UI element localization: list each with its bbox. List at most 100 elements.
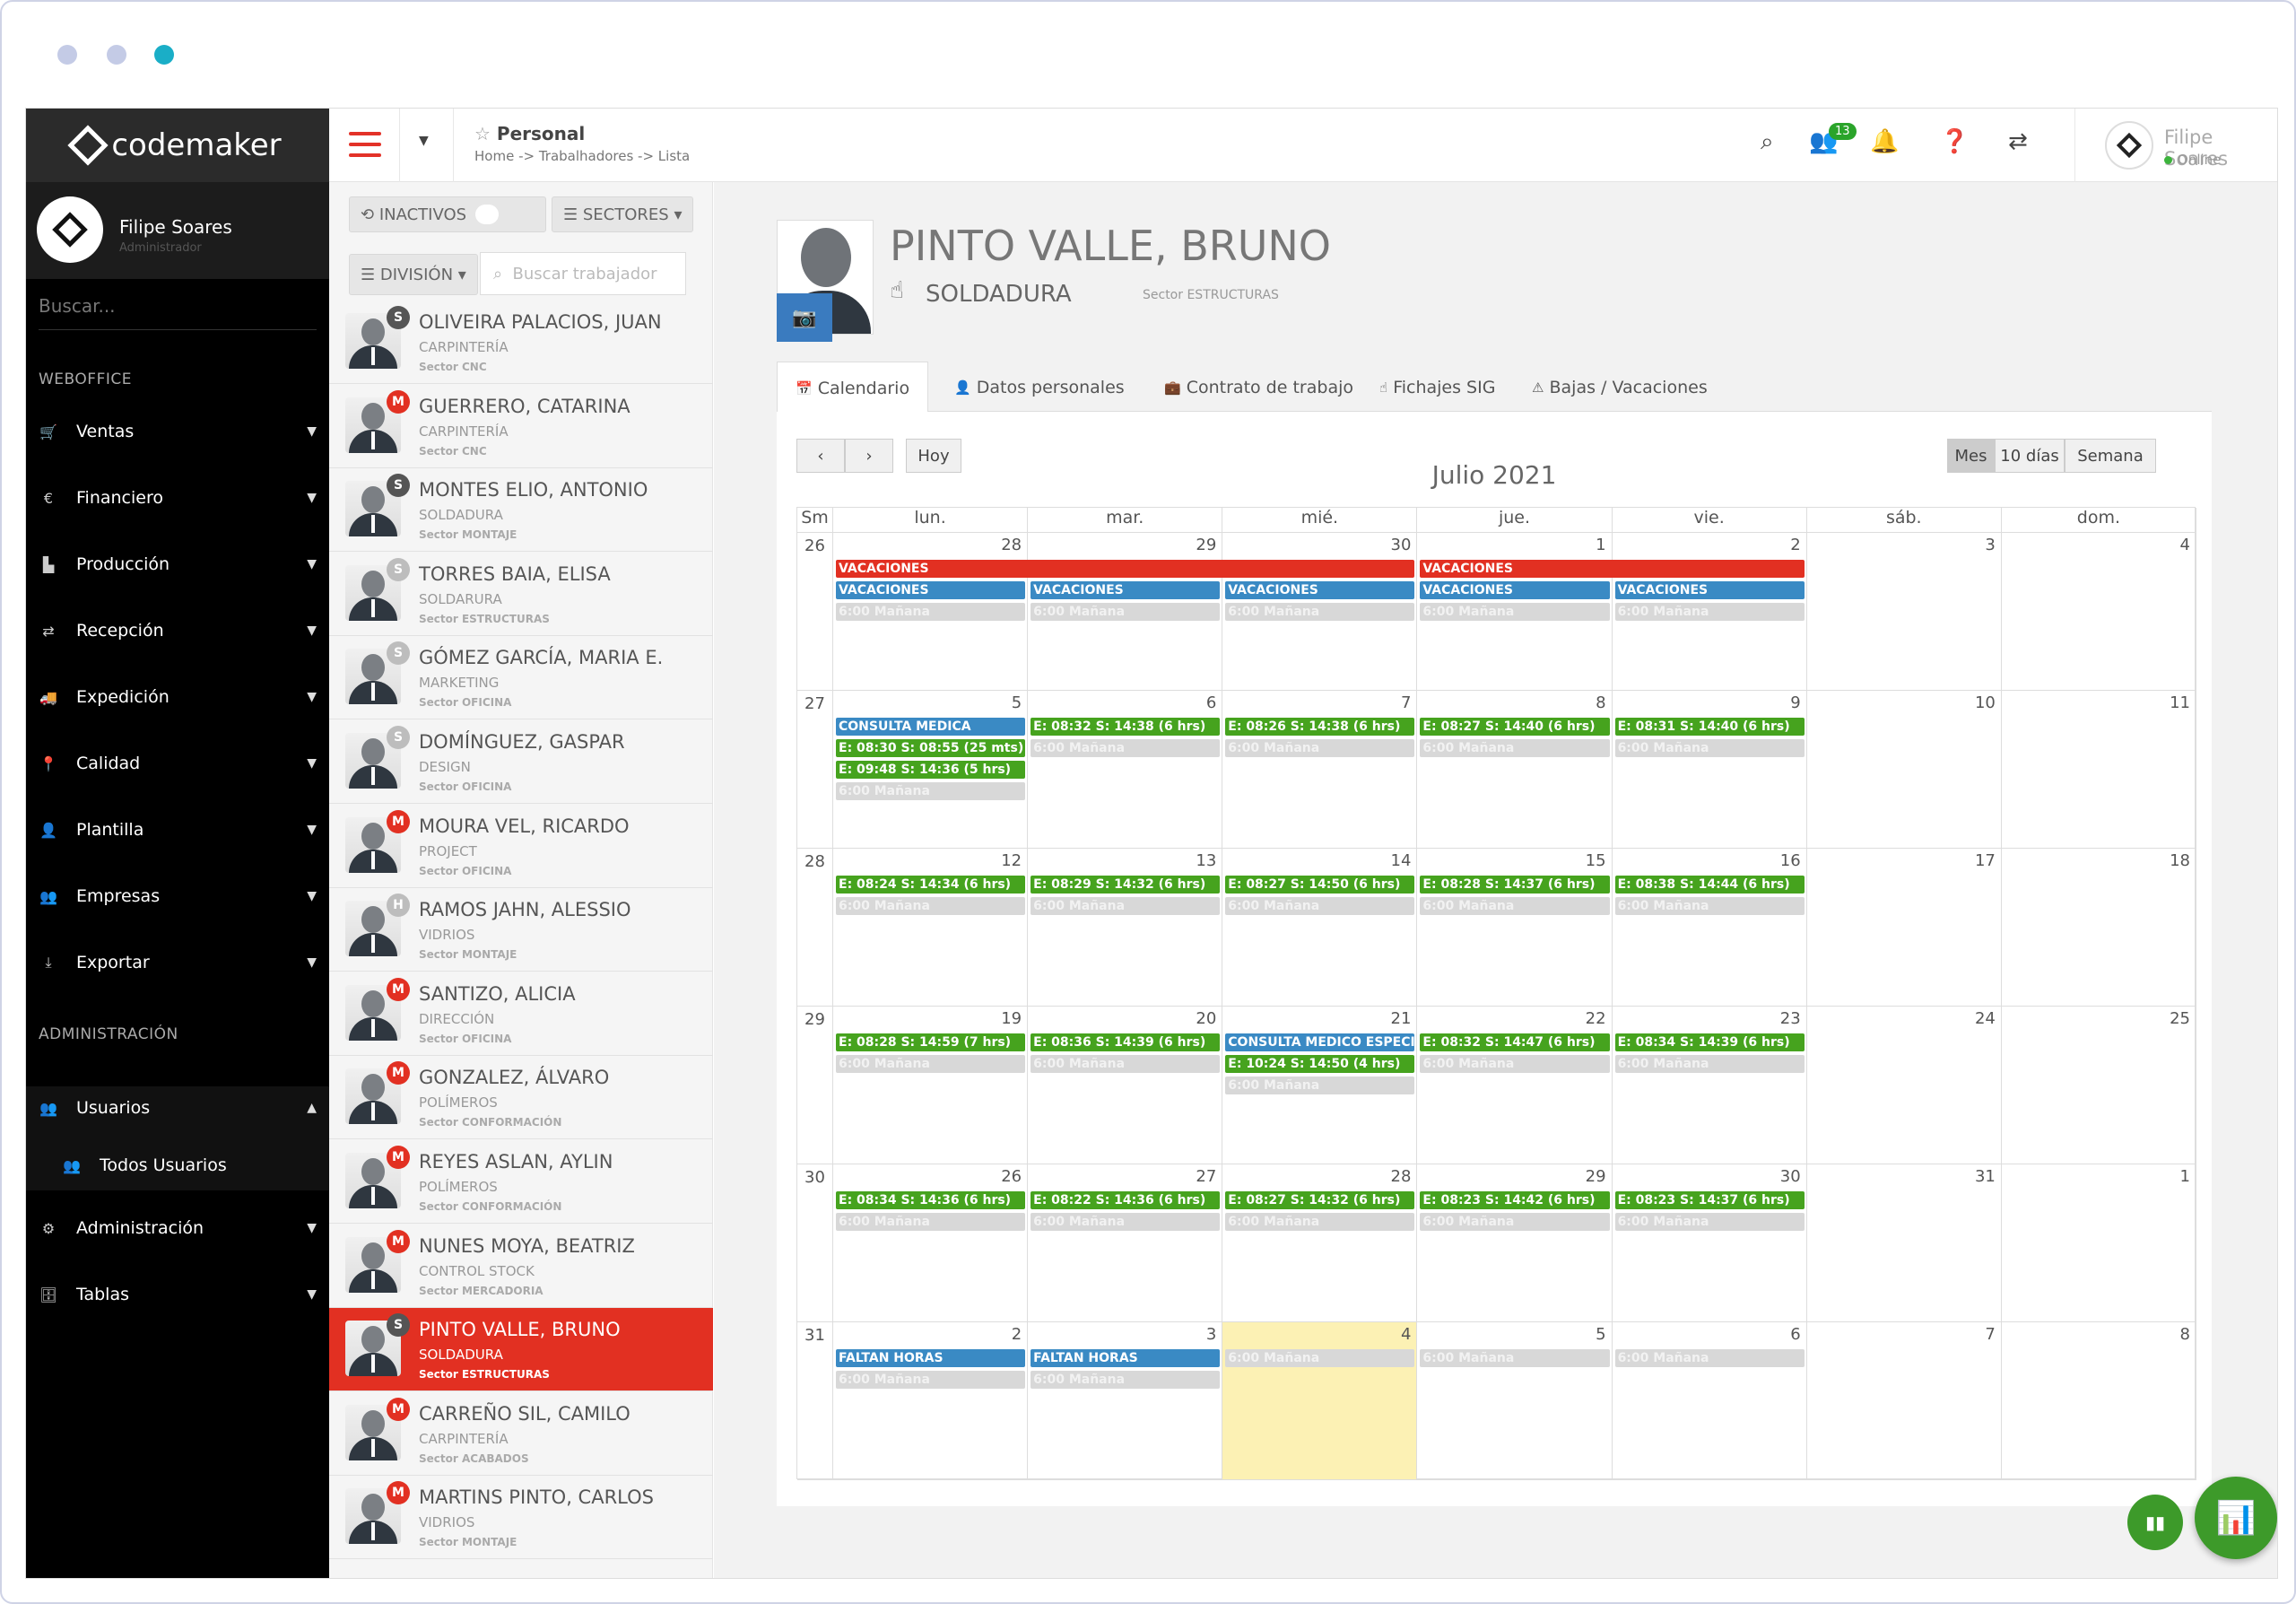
- calendar-day-cell[interactable]: 4: [2001, 533, 2196, 691]
- calendar-day-cell[interactable]: 9: [1612, 691, 1807, 849]
- chevron-down-icon[interactable]: ▼: [419, 134, 429, 148]
- calendar-event[interactable]: E: 08:34 S: 14:39 (6 hrs): [1614, 1033, 1805, 1051]
- calendar-day-cell[interactable]: 4: [1222, 1322, 1418, 1480]
- calendar-event[interactable]: FALTAN HORAS: [836, 1349, 1026, 1367]
- calendar-event[interactable]: VACACIONES: [836, 581, 1026, 599]
- stats-small-button[interactable]: ▮▮: [2127, 1495, 2183, 1550]
- calendar-event[interactable]: VACACIONES: [1420, 560, 1805, 578]
- calendar-day-cell[interactable]: 18: [2001, 849, 2196, 1007]
- window-dot-3[interactable]: [154, 45, 174, 65]
- calendar-day-cell[interactable]: 29: [1417, 1164, 1613, 1322]
- worker-list-item[interactable]: M REYES ASLAN, AYLIN POLÍMEROS Sector CO…: [329, 1140, 713, 1224]
- worker-list-item[interactable]: M GONZALEZ, ÁLVARO POLÍMEROS Sector CONF…: [329, 1056, 713, 1140]
- calendar-event[interactable]: 6:00 Mañana: [836, 1213, 1026, 1231]
- sidebar-item-1[interactable]: € Financiero ▼: [39, 480, 317, 516]
- view-button-2[interactable]: Semana: [2065, 439, 2156, 473]
- calendar-event[interactable]: VACACIONES: [1225, 581, 1415, 599]
- calendar-event[interactable]: E: 08:32 S: 14:38 (6 hrs): [1031, 718, 1221, 736]
- calendar-event[interactable]: 6:00 Mañana: [1614, 1055, 1805, 1073]
- calendar-event[interactable]: VACACIONES: [1614, 581, 1805, 599]
- calendar-day-cell[interactable]: 29: [1028, 533, 1223, 691]
- tab-2[interactable]: 💼 Contrato de trabajo: [1146, 362, 1371, 414]
- worker-list-item[interactable]: S OLIVEIRA PALACIOS, JUAN CARPINTERÍA Se…: [329, 301, 713, 384]
- calendar-event[interactable]: E: 08:36 S: 14:39 (6 hrs): [1031, 1033, 1221, 1051]
- calendar-day-cell[interactable]: 1: [2001, 1164, 2196, 1322]
- calendar-day-cell[interactable]: 20: [1028, 1007, 1223, 1164]
- worker-list-item[interactable]: M NUNES MOYA, BEATRIZ CONTROL STOCK Sect…: [329, 1225, 713, 1308]
- stats-button[interactable]: 📊: [2195, 1477, 2277, 1559]
- calendar-event[interactable]: VACACIONES: [1031, 581, 1221, 599]
- worker-list-item[interactable]: M CARREÑO SIL, CAMILO CARPINTERÍA Sector…: [329, 1392, 713, 1476]
- sidebar-item-6[interactable]: 👤 Plantilla ▼: [39, 812, 317, 848]
- calendar-event[interactable]: E: 08:23 S: 14:42 (6 hrs): [1420, 1191, 1610, 1209]
- calendar-day-cell[interactable]: 22: [1417, 1007, 1613, 1164]
- worker-list-item[interactable]: M MOURA VEL, RICARDO PROJECT Sector OFIC…: [329, 805, 713, 888]
- calendar-event[interactable]: E: 08:31 S: 14:40 (6 hrs): [1614, 718, 1805, 736]
- sidebar-search-input[interactable]: Buscar...: [39, 295, 317, 330]
- calendar-event[interactable]: 6:00 Mañana: [836, 1055, 1026, 1073]
- calendar-event[interactable]: 6:00 Mañana: [1225, 1077, 1415, 1094]
- sidebar-admin-item-2[interactable]: ⚙ Administración ▼: [39, 1210, 317, 1246]
- calendar-event[interactable]: E: 08:28 S: 14:37 (6 hrs): [1420, 876, 1610, 894]
- calendar-day-cell[interactable]: 26: [833, 1164, 1029, 1322]
- calendar-event[interactable]: E: 08:24 S: 14:34 (6 hrs): [836, 876, 1026, 894]
- worker-list-item[interactable]: S GÓMEZ GARCÍA, MARIA E. MARKETING Secto…: [329, 636, 713, 720]
- calendar-event[interactable]: CONSULTA MEDICA: [836, 718, 1026, 736]
- sidebar-admin-item-0[interactable]: 👥 Usuarios ▲: [39, 1090, 317, 1126]
- calendar-day-cell[interactable]: 31: [1806, 1164, 2002, 1322]
- calendar-day-cell[interactable]: 6: [1612, 1322, 1807, 1480]
- calendar-day-cell[interactable]: 3: [1028, 1322, 1223, 1480]
- view-button-0[interactable]: Mes: [1947, 439, 1995, 473]
- camera-icon[interactable]: 📷: [777, 293, 832, 342]
- calendar-event[interactable]: 6:00 Mañana: [1225, 1349, 1415, 1367]
- calendar-event[interactable]: 6:00 Mañana: [1031, 1213, 1221, 1231]
- calendar-event[interactable]: 6:00 Mañana: [1420, 1055, 1610, 1073]
- calendar-event[interactable]: 6:00 Mañana: [1031, 739, 1221, 757]
- header-user-name[interactable]: Filipe Soares: [2164, 126, 2229, 170]
- calendar-event[interactable]: E: 10:24 S: 14:50 (4 hrs): [1225, 1055, 1415, 1073]
- today-button[interactable]: Hoy: [906, 439, 961, 473]
- calendar-event[interactable]: 6:00 Mañana: [836, 603, 1026, 621]
- sectors-dropdown[interactable]: ☰ SECTORES ▾: [552, 196, 693, 232]
- calendar-day-cell[interactable]: 16: [1612, 849, 1807, 1007]
- calendar-day-cell[interactable]: 14: [1222, 849, 1418, 1007]
- calendar-day-cell[interactable]: 11: [2001, 691, 2196, 849]
- calendar-day-cell[interactable]: 7: [1806, 1322, 2002, 1480]
- calendar-day-cell[interactable]: 8: [1417, 691, 1613, 849]
- sidebar-item-7[interactable]: 👥 Empresas ▼: [39, 878, 317, 914]
- tab-1[interactable]: 👤 Datos personales: [936, 362, 1143, 414]
- calendar-event[interactable]: 6:00 Mañana: [1614, 1349, 1805, 1367]
- calendar-event[interactable]: E: 08:23 S: 14:37 (6 hrs): [1614, 1191, 1805, 1209]
- calendar-event[interactable]: CONSULTA MEDICO ESPECIALISTA: [1225, 1033, 1415, 1051]
- calendar-day-cell[interactable]: 19: [833, 1007, 1029, 1164]
- worker-search-input[interactable]: ⌕ Buscar trabajador: [480, 252, 686, 295]
- search-icon[interactable]: ⌕: [1761, 128, 1774, 155]
- breadcrumb[interactable]: Home -> Trabalhadores -> Lista: [474, 148, 691, 164]
- worker-list-item[interactable]: S TORRES BAIA, ELISA SOLDARURA Sector ES…: [329, 553, 713, 636]
- sidebar-admin-item-1[interactable]: 👥 Todos Usuarios: [62, 1147, 317, 1183]
- worker-list-item[interactable]: H RAMOS JAHN, ALESSIO VIDRIOS Sector MON…: [329, 888, 713, 972]
- calendar-event[interactable]: 6:00 Mañana: [836, 1371, 1026, 1389]
- calendar-event[interactable]: E: 08:27 S: 14:32 (6 hrs): [1225, 1191, 1415, 1209]
- sidebar-item-5[interactable]: 📍 Calidad ▼: [39, 745, 317, 781]
- calendar-event[interactable]: E: 08:26 S: 14:38 (6 hrs): [1225, 718, 1415, 736]
- calendar-event[interactable]: 6:00 Mañana: [836, 782, 1026, 800]
- calendar-day-cell[interactable]: 23: [1612, 1007, 1807, 1164]
- calendar-event[interactable]: E: 08:38 S: 14:44 (6 hrs): [1614, 876, 1805, 894]
- calendar-day-cell[interactable]: 5: [833, 691, 1029, 849]
- window-dot-1[interactable]: [57, 45, 77, 65]
- calendar-event[interactable]: 6:00 Mañana: [1225, 739, 1415, 757]
- worker-list-item[interactable]: S PINTO VALLE, BRUNO SOLDADURA Sector ES…: [329, 1308, 713, 1392]
- calendar-event[interactable]: 6:00 Mañana: [1614, 897, 1805, 915]
- calendar-day-cell[interactable]: 28: [833, 533, 1029, 691]
- calendar-event[interactable]: 6:00 Mañana: [1420, 1349, 1610, 1367]
- worker-list-item[interactable]: M SANTIZO, ALICIA DIRECCIÓN Sector OFICI…: [329, 972, 713, 1056]
- calendar-day-cell[interactable]: 24: [1806, 1007, 2002, 1164]
- calendar-event[interactable]: 6:00 Mañana: [1225, 897, 1415, 915]
- sidebar-item-0[interactable]: 🛒 Ventas ▼: [39, 414, 317, 449]
- worker-list-item[interactable]: M GUERRERO, CATARINA CARPINTERÍA Sector …: [329, 385, 713, 468]
- tab-0[interactable]: 📅 Calendario: [777, 362, 929, 414]
- help-icon[interactable]: ❓: [1940, 128, 1970, 155]
- calendar-day-cell[interactable]: 12: [833, 849, 1029, 1007]
- star-icon[interactable]: ☆: [474, 123, 491, 144]
